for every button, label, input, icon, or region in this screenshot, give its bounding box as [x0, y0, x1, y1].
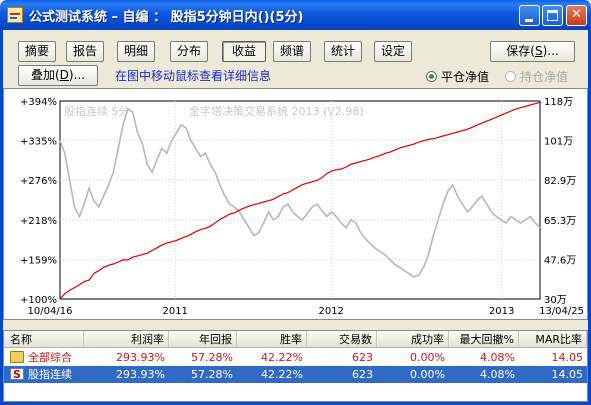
series-price-line	[59, 107, 541, 278]
radio-unchecked-icon	[505, 71, 516, 82]
overlay-button[interactable]: 叠加(D)...	[18, 65, 98, 86]
window-title: 公式测试系统 – 自编 ： 股指5分钟日内()(5分)	[29, 10, 304, 25]
y-right-tick-label: 118万	[544, 97, 573, 108]
y-left-tick-label: +159%	[20, 255, 57, 266]
col-header-winrate[interactable]: 胜率	[237, 331, 307, 348]
tab-spectrum[interactable]: 频谱	[273, 41, 311, 62]
radio-position-equity[interactable]: 持仓净值	[505, 68, 568, 85]
overlay-label: 叠加	[30, 68, 55, 82]
symbol-icon: S	[10, 368, 24, 381]
radio-position-equity-label: 持仓净值	[520, 70, 569, 84]
table-header-row: 名称 利润率 年回报 胜率 交易数 成功率 最大回撤% MAR比率	[4, 331, 587, 348]
results-table[interactable]: 名称 利润率 年回报 胜率 交易数 成功率 最大回撤% MAR比率 全部综合 2…	[3, 330, 588, 402]
tab-report[interactable]: 报告	[66, 41, 104, 62]
title-bar[interactable]: 公式测试系统 – 自编 ： 股指5分钟日内()(5分) ✕	[0, 0, 591, 30]
radio-close-equity-label: 平仓净值	[441, 70, 490, 84]
overlay-shortcut: D	[59, 68, 69, 82]
cell-trades: 623	[352, 351, 373, 364]
tab-detail[interactable]: 明细	[117, 41, 155, 62]
y-right-tick-label: 30万	[544, 295, 567, 306]
cell-drawdown: 4.08%	[480, 351, 515, 364]
table-row-selected[interactable]: S 股指连续 293.93% 57.28% 42.22% 623 0.00% 4…	[4, 366, 587, 383]
col-header-name[interactable]: 名称	[4, 331, 84, 348]
cell-annual: 57.28%	[191, 368, 233, 381]
cell-profit: 293.93%	[116, 351, 165, 364]
save-button[interactable]: 保存(S)...	[490, 41, 575, 62]
col-header-success[interactable]: 成功率	[377, 331, 449, 348]
maximize-icon	[547, 10, 558, 21]
col-header-drawdown[interactable]: 最大回撤%	[449, 331, 519, 348]
minimize-icon	[525, 19, 533, 22]
cell-winrate: 42.22%	[261, 351, 303, 364]
y-right-tick-label: 47.6万	[544, 255, 576, 266]
minimize-button[interactable]	[519, 5, 540, 26]
cell-success: 0.00%	[410, 368, 445, 381]
tab-settings[interactable]: 设定	[374, 41, 412, 62]
equity-chart-svg[interactable]: 股指连续 5分 金字塔决策交易系统 2013 (V2.98) +394% 118万…	[4, 89, 587, 319]
col-header-mar[interactable]: MAR比率	[519, 331, 587, 348]
cell-profit: 293.93%	[116, 368, 165, 381]
x-tick-label: 2012	[318, 306, 343, 317]
col-header-profit[interactable]: 利润率	[84, 331, 169, 348]
watermark-software: 金字塔决策交易系统 2013 (V2.98)	[189, 104, 364, 118]
chart-hint-text: 在图中移动鼠标查看详细信息	[115, 69, 272, 83]
y-left-tick-label: +100%	[20, 295, 57, 306]
window-frame	[0, 30, 591, 405]
x-tick-label: 2011	[162, 306, 187, 317]
radio-close-equity[interactable]: 平仓净值	[426, 68, 489, 85]
maximize-button[interactable]	[542, 5, 563, 26]
col-header-annual[interactable]: 年回报	[169, 331, 237, 348]
cell-name: 全部综合	[28, 351, 72, 364]
app-icon	[7, 7, 23, 23]
y-right-tick-label: 65.3万	[544, 216, 576, 227]
tab-statistics[interactable]: 统计	[324, 41, 362, 62]
cell-trades: 623	[352, 368, 373, 381]
cell-success: 0.00%	[410, 351, 445, 364]
cell-mar: 14.05	[551, 351, 584, 364]
tab-returns[interactable]: 收益	[222, 41, 266, 62]
plot-area	[59, 100, 541, 300]
y-left-tick-label: +276%	[20, 176, 57, 187]
folder-icon	[10, 351, 24, 363]
watermark-symbol: 股指连续 5分	[64, 104, 130, 118]
cell-annual: 57.28%	[191, 351, 233, 364]
x-tick-label: 2013	[489, 306, 514, 317]
cell-drawdown: 4.08%	[480, 368, 515, 381]
y-right-tick-label: 82.9万	[544, 176, 576, 187]
radio-checked-icon	[426, 71, 437, 82]
equity-chart[interactable]: 股指连续 5分 金字塔决策交易系统 2013 (V2.98) +394% 118万…	[3, 88, 588, 320]
cell-name: 股指连续	[28, 368, 72, 381]
tab-distribution[interactable]: 分布	[170, 41, 208, 62]
y-left-tick-label: +394%	[20, 97, 57, 108]
col-header-trades[interactable]: 交易数	[307, 331, 377, 348]
y-left-tick-label: +218%	[20, 216, 57, 227]
close-button[interactable]: ✕	[566, 5, 587, 26]
tab-summary[interactable]: 摘要	[18, 41, 56, 62]
cell-mar: 14.05	[551, 368, 584, 381]
save-label: 保存	[506, 44, 531, 58]
y-right-tick-label: 101万	[544, 137, 573, 148]
save-shortcut: S	[534, 44, 543, 58]
series-equity-line	[59, 101, 541, 300]
y-left-tick-label: +335%	[20, 137, 57, 148]
table-row[interactable]: 全部综合 293.93% 57.28% 42.22% 623 0.00% 4.0…	[4, 349, 587, 366]
x-tick-label: 10/04/16	[28, 306, 73, 317]
cell-winrate: 42.22%	[261, 368, 303, 381]
x-tick-label: 13/04/25	[539, 306, 584, 317]
